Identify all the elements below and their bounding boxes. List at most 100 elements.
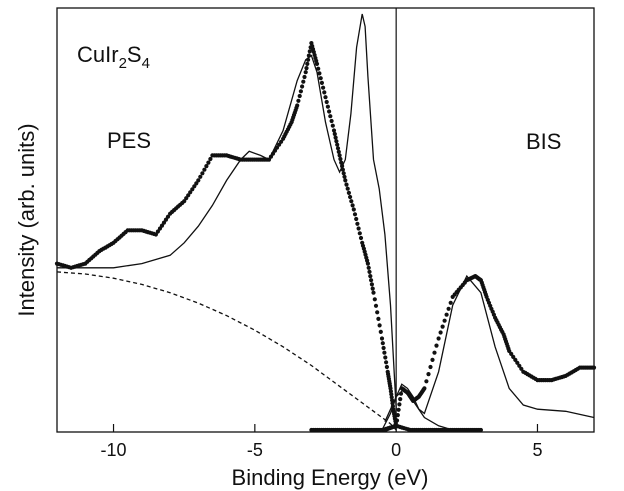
background-line [56,271,397,431]
data-point [351,207,356,212]
data-point [515,360,520,365]
pes-label: PES [107,128,151,153]
data-point [346,190,351,195]
data-point [339,160,344,165]
bis-label: BIS [526,129,561,154]
data-point [202,167,207,172]
data-point [438,330,443,335]
data-point [341,171,346,176]
data-point [448,300,453,305]
data-point [396,407,401,412]
data-point [436,336,441,341]
calculated-line [384,387,481,431]
data-point [344,182,349,187]
data-point [380,341,385,346]
data-point [300,84,305,89]
data-point [384,360,389,365]
calculated-line [381,274,595,431]
data-point [509,351,514,356]
data-point [304,66,309,71]
data-point [366,265,371,270]
data-point [428,364,433,370]
data-point [369,282,374,287]
data-point [394,418,400,423]
data-point [397,402,402,407]
data-point [384,364,389,370]
data-point [355,221,360,226]
data-point [194,181,199,186]
data-point [331,128,337,133]
x-tick-label: 5 [532,440,542,460]
data-point [369,278,374,283]
data-point [370,286,375,291]
data-point [322,90,327,95]
data-point [444,312,449,317]
data-point [372,297,377,302]
data-point [349,199,354,204]
data-point [161,220,167,225]
data-point [190,187,195,192]
series-4 [382,423,483,433]
data-point [208,156,213,162]
compound-label-sub1: 2 [119,55,127,72]
data-point [333,135,338,140]
data-point [319,80,324,85]
data-point [323,95,328,100]
data-point [200,171,205,176]
data-point [335,142,340,147]
data-point [358,235,364,241]
data-point [206,160,211,165]
compound-label-mid: S [127,42,142,67]
data-point [196,178,201,183]
series-1 [57,13,397,410]
data-point [338,156,343,162]
data-point [327,109,332,114]
series-0 [54,41,399,428]
data-point [395,413,400,418]
data-point [342,174,347,179]
data-point [305,61,310,66]
data-point [186,193,191,198]
data-point [334,139,339,144]
data-point [328,114,333,119]
data-point [426,372,431,377]
data-point [422,386,427,391]
data-point [153,232,158,237]
series-3 [309,274,597,433]
data-point [343,178,348,183]
x-tick-label: 0 [391,440,401,460]
data-point [302,74,307,80]
data-point [591,365,597,370]
data-point [377,323,382,328]
data-point [432,350,437,355]
data-point [398,397,403,402]
data-point [337,153,342,158]
data-point [298,89,303,94]
data-point [368,274,373,279]
compound-label-sub2: 4 [142,55,150,72]
x-tick-label: -10 [101,440,127,460]
data-point [434,343,439,348]
data-point [511,354,516,359]
data-point [182,199,187,204]
data-point [517,363,522,368]
data-point [303,70,308,75]
data-point [295,103,300,108]
data-point [155,229,160,234]
data-point [348,194,353,200]
data-point [382,350,387,355]
data-point [379,336,385,341]
data-point [354,216,359,222]
x-tick-label: -5 [247,440,263,460]
data-point [324,99,329,105]
data-point [371,290,376,295]
series-group [54,13,597,433]
data-point [367,269,372,274]
series-2 [56,271,397,431]
data-point [446,306,451,311]
compound-label: CuIr2S4 [77,42,150,72]
y-axis-label: Intensity (arb. units) [14,123,39,316]
data-point [356,226,361,231]
data-point [430,357,435,362]
